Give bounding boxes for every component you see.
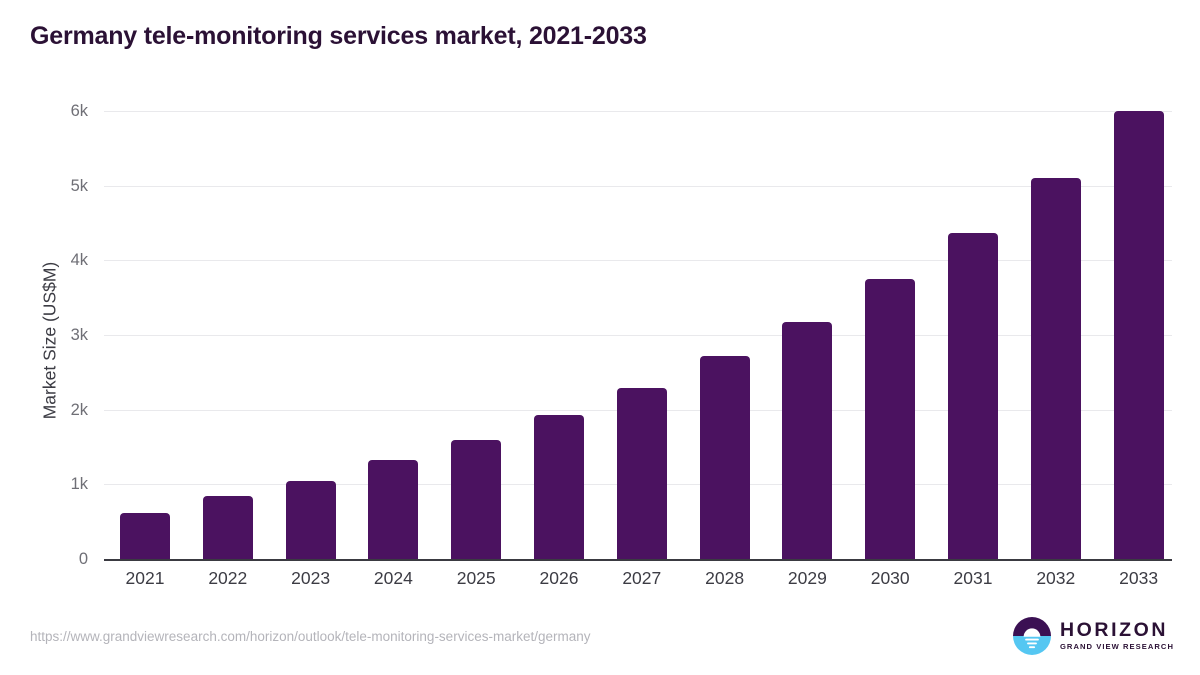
x-axis-tick-label: 2033 (1119, 568, 1159, 588)
y-axis-tick-label: 1k (70, 475, 88, 494)
bar-2029[interactable] (782, 321, 833, 559)
y-axis-tick-label: 5k (70, 176, 88, 195)
gridline (104, 260, 1172, 262)
horizon-logo-icon (1012, 617, 1051, 655)
x-axis-tick-label: 2025 (456, 568, 496, 588)
bar-2028[interactable] (699, 355, 750, 559)
gridline (104, 335, 1172, 336)
x-axis-tick-label: 2026 (539, 568, 579, 588)
bar-2026[interactable] (534, 414, 584, 559)
x-axis-tick-label: 2021 (125, 568, 165, 588)
x-axis-tick-label: 2029 (787, 568, 827, 588)
bar-2021[interactable] (120, 512, 170, 559)
logo-text-block: HORIZON GRAND VIEW RESEARCH (1059, 618, 1174, 652)
x-axis-tick-label: 2023 (291, 568, 331, 588)
x-axis-tick-label: 2028 (705, 568, 745, 588)
bar-2033[interactable] (1113, 111, 1164, 559)
bar-2023[interactable] (285, 481, 336, 559)
bar-2030[interactable] (865, 279, 916, 559)
y-axis-tick-label: 0 (78, 550, 88, 568)
bar-2022[interactable] (202, 495, 253, 559)
x-axis-tick-label: 2027 (622, 568, 662, 588)
horizon-logo: HORIZON GRAND VIEW RESEARCH (1012, 617, 1174, 655)
bar-2032[interactable] (1030, 178, 1081, 559)
bar-2025[interactable] (451, 439, 502, 559)
x-axis-tick-label: 2032 (1036, 568, 1076, 588)
gridline (104, 185, 1172, 187)
y-axis-title: Market Size (US$M) (39, 261, 60, 420)
x-axis-tick-label: 2030 (870, 568, 910, 588)
y-axis-tick-label: 6k (70, 102, 88, 120)
y-axis-tick-label: 4k (70, 251, 88, 270)
logo-tagline: GRAND VIEW RESEARCH (1059, 642, 1174, 652)
x-axis-tick-label: 2031 (953, 568, 993, 588)
logo-wordmark: HORIZON (1059, 618, 1169, 641)
gridline (104, 111, 1172, 112)
y-axis-tick-label: 2k (70, 400, 88, 419)
x-axis-tick-label: 2022 (208, 568, 248, 588)
y-axis-tick-label: 3k (70, 326, 88, 344)
bar-2027[interactable] (616, 388, 667, 559)
page-title: Germany tele-monitoring services market,… (30, 22, 647, 50)
bar-2031[interactable] (948, 233, 998, 559)
bar-2024[interactable] (368, 460, 419, 559)
source-url-text: https://www.grandviewresearch.com/horizo… (30, 629, 591, 644)
x-axis-tick-label: 2024 (373, 568, 413, 588)
x-axis-line (104, 559, 1172, 561)
